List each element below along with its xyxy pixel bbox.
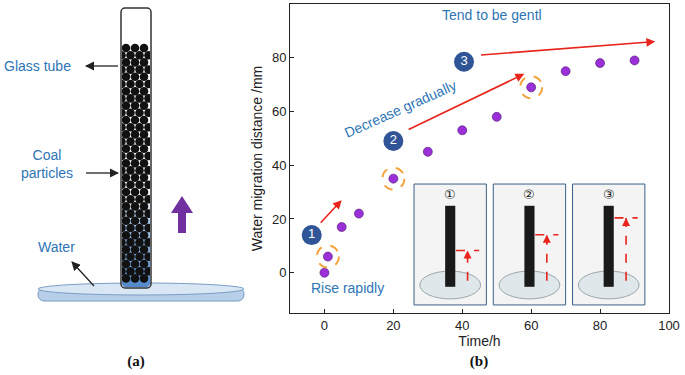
svg-text:0: 0 <box>321 318 328 333</box>
svg-text:1: 1 <box>308 226 315 241</box>
svg-text:Decrease gradually: Decrease gradually <box>342 77 459 141</box>
svg-text:60: 60 <box>272 104 286 119</box>
svg-text:20: 20 <box>386 318 400 333</box>
svg-text:100: 100 <box>658 318 680 333</box>
svg-text:40: 40 <box>272 158 286 173</box>
svg-text:20: 20 <box>272 212 286 227</box>
html-text:(a): (a) <box>127 353 145 369</box>
svg-text:②: ② <box>523 187 535 202</box>
svg-text:Water: Water <box>38 239 75 255</box>
svg-text:Coalparticles: Coalparticles <box>21 147 73 181</box>
svg-text:2: 2 <box>390 132 397 147</box>
svg-text:40: 40 <box>455 318 469 333</box>
svg-text:80: 80 <box>593 318 607 333</box>
svg-text:60: 60 <box>524 318 538 333</box>
svg-text:Rise rapidly: Rise rapidly <box>311 280 384 296</box>
svg-text:3: 3 <box>460 53 467 68</box>
svg-text:③: ③ <box>603 187 615 202</box>
svg-text:80: 80 <box>272 50 286 65</box>
svg-text:Water migration distance /mm: Water migration distance /mm <box>249 66 265 251</box>
svg-text:0: 0 <box>279 265 286 280</box>
svg-text:①: ① <box>444 187 456 202</box>
svg-text:Tend to be gentl: Tend to be gentl <box>442 7 542 23</box>
svg-text:Glass tube: Glass tube <box>4 58 71 74</box>
svg-text:Time/h: Time/h <box>458 333 500 349</box>
html-text:(b): (b) <box>469 353 489 369</box>
